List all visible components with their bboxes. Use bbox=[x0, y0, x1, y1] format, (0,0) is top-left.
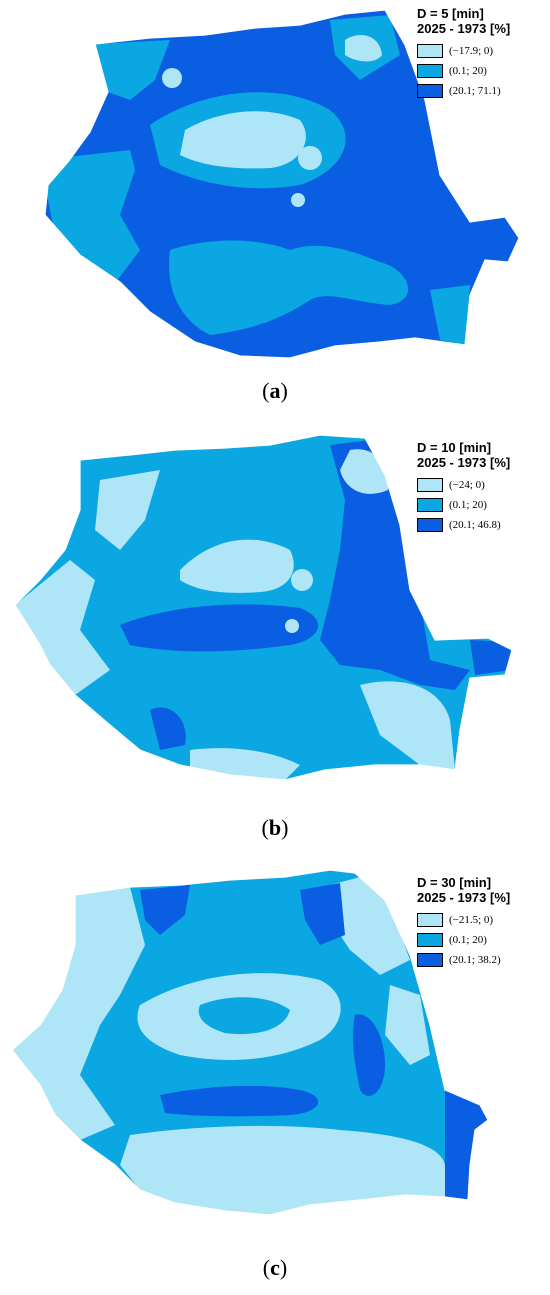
legend-label: (0.1; 20) bbox=[449, 499, 487, 511]
legend-item-dark: (20.1; 38.2) bbox=[417, 951, 510, 969]
map-region-light bbox=[12, 887, 145, 1140]
legend-title: D = 5 [min] bbox=[417, 6, 484, 21]
map-region-dark bbox=[150, 707, 186, 750]
legend-label: (0.1; 20) bbox=[449, 934, 487, 946]
legend-b: D = 10 [min] 2025 - 1973 [%] (−24; 0) (0… bbox=[417, 440, 510, 536]
map-panel-a: D = 5 [min] 2025 - 1973 [%] (−17.9; 0) (… bbox=[0, 0, 550, 420]
map-panel-c: D = 30 [min] 2025 - 1973 [%] (−21.5; 0) … bbox=[0, 865, 550, 1295]
map-panel-b: D = 10 [min] 2025 - 1973 [%] (−24; 0) (0… bbox=[0, 430, 550, 855]
map-c bbox=[11, 869, 489, 1216]
legend-subtitle: 2025 - 1973 [%] bbox=[417, 890, 511, 905]
map-region-light bbox=[162, 68, 182, 88]
legend-subtitle: 2025 - 1973 [%] bbox=[417, 455, 511, 470]
legend-swatch-medium bbox=[417, 933, 443, 947]
caption-b: (b) bbox=[261, 815, 289, 840]
legend-label: (−24; 0) bbox=[449, 479, 485, 491]
map-region-light bbox=[285, 619, 299, 633]
map-region-dark bbox=[140, 885, 190, 935]
map-region-medium bbox=[169, 240, 409, 335]
legend-item-light: (−17.9; 0) bbox=[417, 42, 510, 60]
map-region-light bbox=[291, 193, 305, 207]
legend-label: (−17.9; 0) bbox=[449, 45, 494, 57]
legend-item-light: (−21.5; 0) bbox=[417, 911, 510, 929]
caption-c: (c) bbox=[262, 1255, 288, 1280]
legend-item-dark: (20.1; 46.8) bbox=[417, 516, 510, 534]
legend-item-light: (−24; 0) bbox=[417, 476, 510, 494]
map-region-dark bbox=[120, 604, 319, 652]
legend-swatch-dark bbox=[417, 84, 443, 98]
map-region-dark bbox=[320, 440, 470, 690]
legend-c: D = 30 [min] 2025 - 1973 [%] (−21.5; 0) … bbox=[417, 875, 510, 971]
legend-item-dark: (20.1; 71.1) bbox=[417, 82, 510, 100]
legend-swatch-light bbox=[417, 913, 443, 927]
legend-swatch-dark bbox=[417, 518, 443, 532]
legend-label: (20.1; 46.8) bbox=[449, 519, 501, 531]
legend-item-medium: (0.1; 20) bbox=[417, 62, 510, 80]
legend-label: (−21.5; 0) bbox=[449, 914, 494, 926]
map-region-light bbox=[95, 470, 160, 550]
legend-swatch-light bbox=[417, 44, 443, 58]
map-b bbox=[14, 434, 513, 781]
map-region-medium bbox=[198, 997, 290, 1035]
map-region-light bbox=[360, 681, 455, 770]
map-region-dark bbox=[445, 1090, 488, 1200]
map-region-light bbox=[15, 560, 110, 695]
map-region-light bbox=[330, 877, 410, 975]
map-region-light bbox=[180, 539, 294, 593]
map-region-medium bbox=[430, 285, 470, 345]
map-region-light bbox=[298, 146, 322, 170]
legend-title: D = 10 [min] bbox=[417, 440, 492, 455]
legend-label: (20.1; 38.2) bbox=[449, 954, 501, 966]
map-region-light bbox=[340, 449, 389, 494]
map-region-dark bbox=[470, 640, 512, 675]
map-region-light bbox=[180, 111, 306, 169]
legend-title: D = 30 [min] bbox=[417, 875, 492, 890]
legend-swatch-medium bbox=[417, 498, 443, 512]
map-region-light bbox=[345, 35, 382, 62]
legend-swatch-light bbox=[417, 478, 443, 492]
legend-a: D = 5 [min] 2025 - 1973 [%] (−17.9; 0) (… bbox=[417, 6, 510, 102]
map-region-medium bbox=[95, 40, 170, 100]
legend-swatch-dark bbox=[417, 953, 443, 967]
legend-swatch-medium bbox=[417, 64, 443, 78]
legend-subtitle: 2025 - 1973 [%] bbox=[417, 21, 511, 36]
legend-item-medium: (0.1; 20) bbox=[417, 931, 510, 949]
map-region-dark bbox=[300, 883, 345, 945]
legend-label: (0.1; 20) bbox=[449, 65, 487, 77]
map-region-light bbox=[291, 569, 313, 591]
map-region-light bbox=[120, 1125, 445, 1215]
caption-a: (a) bbox=[262, 378, 288, 403]
map-region-dark bbox=[160, 1085, 319, 1117]
map-region-light bbox=[385, 985, 430, 1065]
legend-item-medium: (0.1; 20) bbox=[417, 496, 510, 514]
legend-label: (20.1; 71.1) bbox=[449, 85, 501, 97]
map-region-dark bbox=[352, 1014, 385, 1096]
